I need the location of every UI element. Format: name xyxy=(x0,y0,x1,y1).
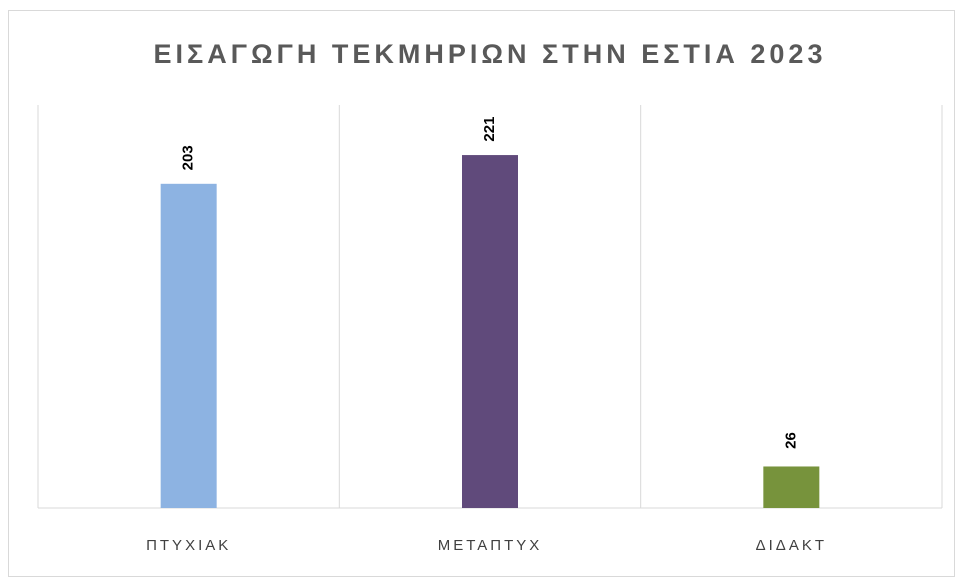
x-tick-label: ΜΕΤΑΠΤΥΧ xyxy=(438,537,543,554)
bar xyxy=(462,155,518,509)
chart-title: ΕΙΣΑΓΩΓΗ ΤΕΚΜΗΡΙΩΝ ΣΤΗΝ ΕΣΤΙΑ 2023 xyxy=(154,39,827,69)
bar xyxy=(763,466,820,508)
data-label: 26 xyxy=(782,432,799,449)
bar xyxy=(160,183,217,508)
data-label: 203 xyxy=(180,145,197,170)
x-tick-label: ΠΤΥΧΙΑΚ xyxy=(146,537,231,554)
data-label: 221 xyxy=(481,117,498,142)
x-tick-label: ΔΙΔΑΚΤ xyxy=(756,537,827,554)
